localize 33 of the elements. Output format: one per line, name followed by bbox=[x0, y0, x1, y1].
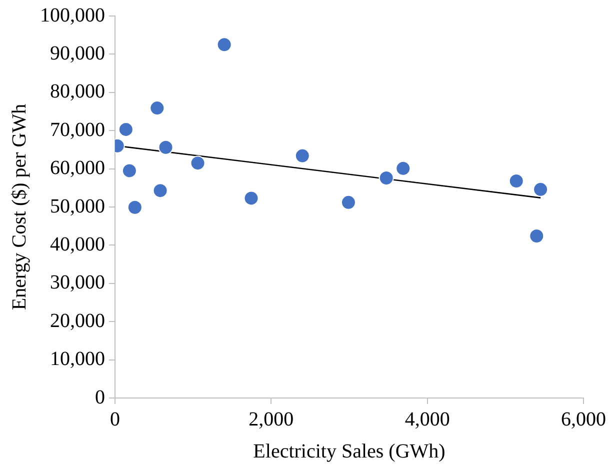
point bbox=[158, 140, 174, 155]
point bbox=[127, 200, 142, 215]
point bbox=[294, 148, 310, 164]
x-tick-label: 2,000 bbox=[248, 408, 294, 430]
x-axis-title: Electricity Sales (GWh) bbox=[253, 440, 446, 462]
point bbox=[190, 156, 206, 171]
y-tick-label: 90,000 bbox=[50, 42, 105, 64]
point bbox=[529, 228, 544, 244]
x-tick-label: 6,000 bbox=[561, 408, 606, 430]
point bbox=[396, 160, 411, 176]
point bbox=[150, 100, 165, 116]
point bbox=[216, 37, 232, 52]
point bbox=[508, 174, 524, 189]
y-tick-label: 30,000 bbox=[50, 272, 105, 294]
point bbox=[152, 183, 168, 198]
y-tick-label: 80,000 bbox=[50, 80, 105, 103]
y-tick-label: 100,000 bbox=[40, 4, 105, 26]
point bbox=[533, 182, 548, 197]
y-tick-label: 60,000 bbox=[50, 157, 105, 180]
y-tick-label: 70,000 bbox=[50, 118, 105, 141]
y-axis-title: Energy Cost ($) per GWh bbox=[8, 104, 30, 310]
point bbox=[122, 163, 137, 178]
point bbox=[378, 170, 394, 186]
y-tick-label: 40,000 bbox=[50, 233, 105, 256]
point bbox=[244, 190, 259, 206]
y-tick-label: 0 bbox=[95, 386, 105, 408]
y-tick-label: 20,000 bbox=[50, 310, 105, 332]
y-tick-label: 10,000 bbox=[50, 348, 105, 370]
point bbox=[118, 122, 134, 137]
y-tick-label: 50,000 bbox=[50, 195, 105, 218]
x-tick-label: 4,000 bbox=[404, 408, 450, 430]
x-tick-label: 0 bbox=[110, 408, 120, 430]
point bbox=[340, 194, 356, 210]
